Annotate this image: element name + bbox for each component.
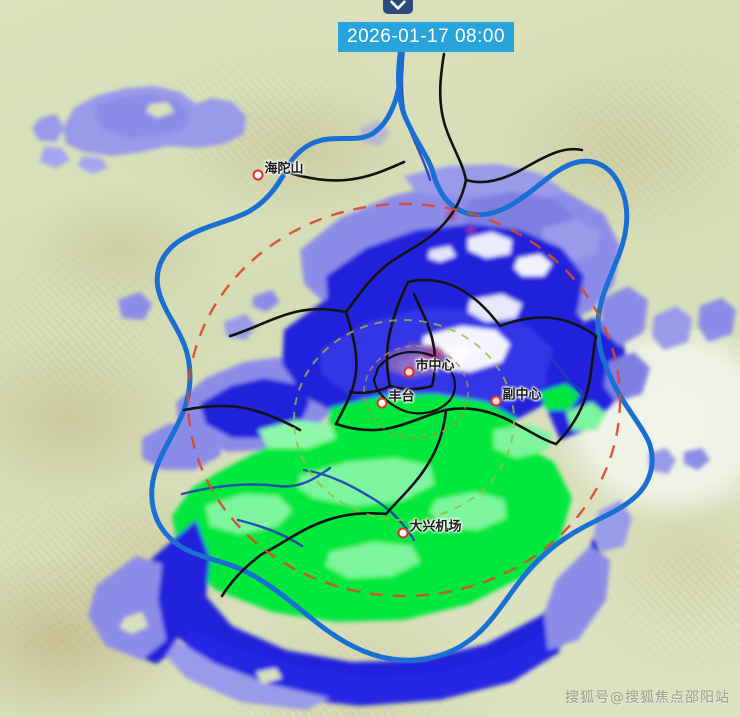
map-marker-beijing-center[interactable]: 市中心: [403, 359, 455, 378]
marker-label: 市中心: [415, 358, 455, 374]
radar-range-ring-outer: [186, 202, 622, 598]
marker-pin-icon: [252, 169, 264, 181]
inner-city-boundary: [372, 350, 456, 415]
watermark: 搜狐号@搜狐焦点邵阳站: [565, 690, 730, 706]
marker-label: 副中心: [502, 387, 542, 403]
marker-label: 海陀山: [264, 161, 304, 177]
map-marker-daxing-airport[interactable]: 大兴机场: [397, 520, 462, 539]
map-marker-haituo-mountain[interactable]: 海陀山: [252, 162, 304, 181]
marker-pin-icon: [490, 395, 502, 407]
map-marker-south-station[interactable]: 丰台: [376, 390, 415, 409]
radar-range-ring-inner: [293, 319, 515, 521]
marker-pin-icon: [376, 397, 388, 409]
chevron-down-icon[interactable]: [383, 0, 413, 14]
radar-range-ring-core: [363, 345, 469, 439]
map-marker-sub-center[interactable]: 副中心: [490, 388, 542, 407]
marker-pin-icon: [403, 366, 415, 378]
marker-pin-icon: [397, 527, 409, 539]
municipal-boundary: [149, 37, 655, 663]
marker-label: 大兴机场: [409, 519, 462, 535]
marker-label: 丰台: [388, 389, 415, 405]
district-boundaries: [182, 52, 598, 598]
timestamp-badge: 2026-01-17 08:00: [338, 22, 515, 52]
